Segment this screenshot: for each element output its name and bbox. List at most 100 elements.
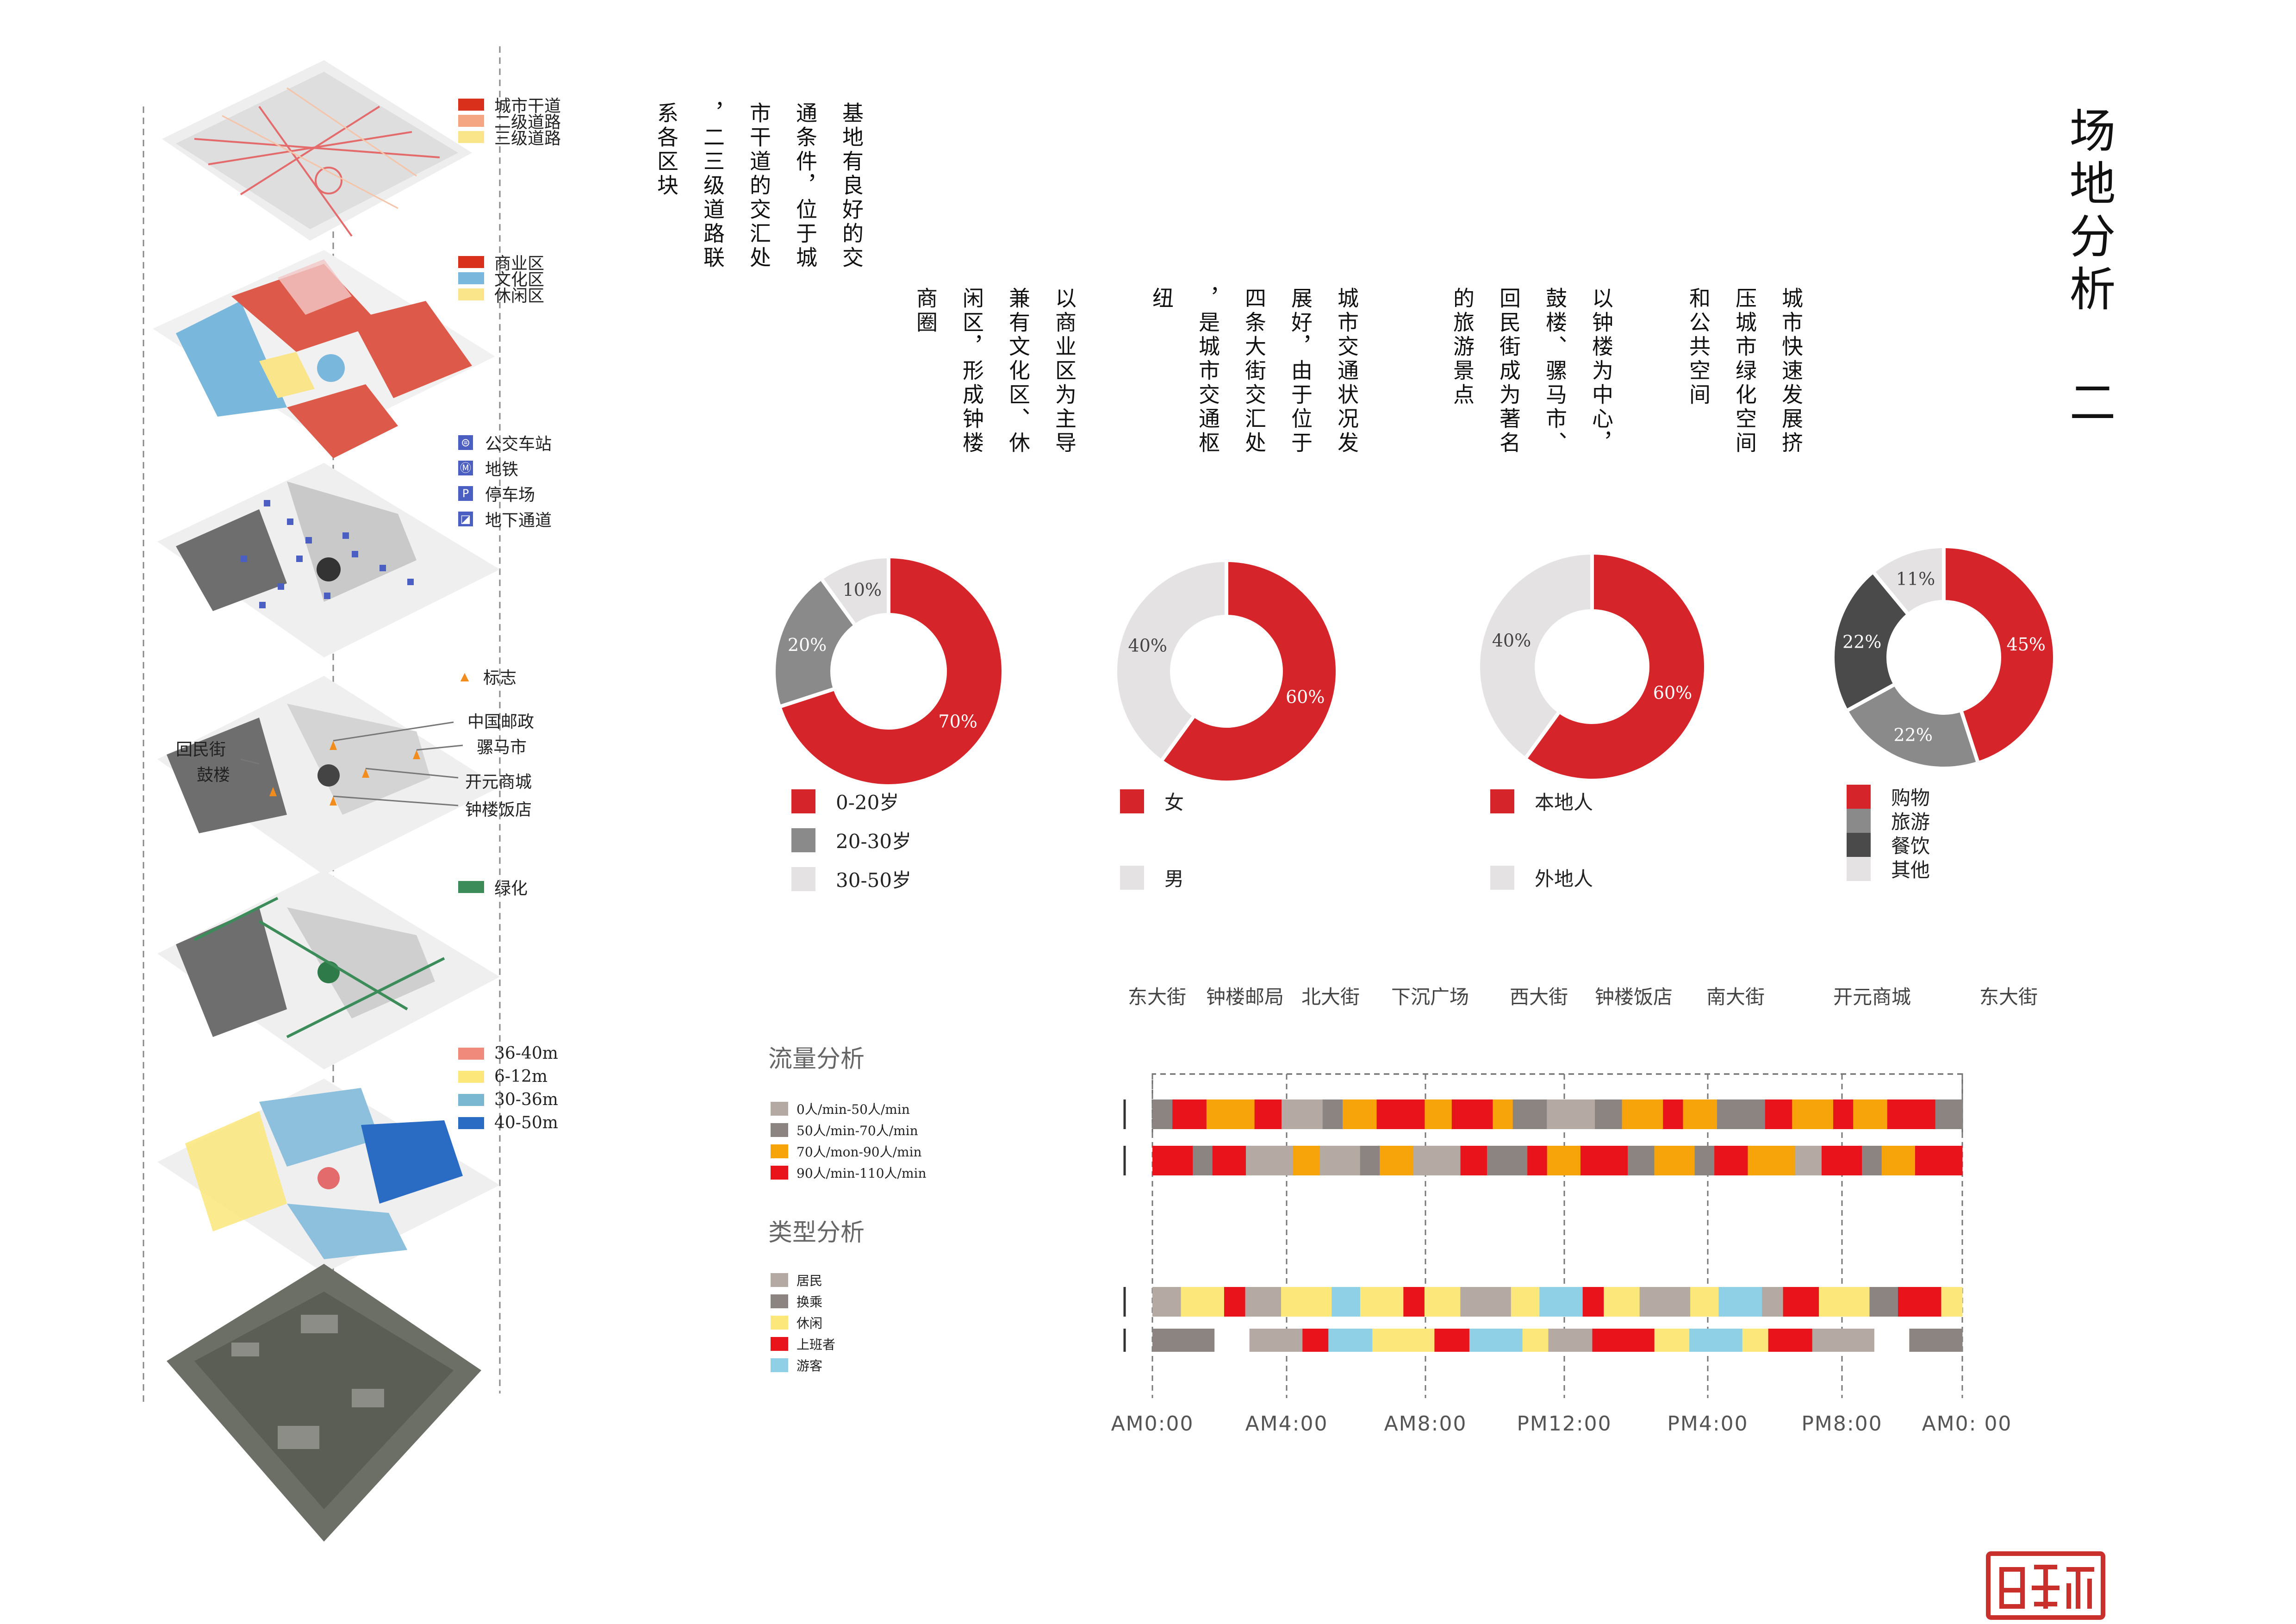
timeline-segment [1718,1287,1762,1317]
legend-item: 休闲 [771,1313,822,1332]
timeline-segment [1639,1287,1691,1317]
legend-label: 30-36m [494,1090,558,1109]
layer-heights [157,1079,500,1273]
timeline-segment [1941,1287,1963,1317]
legend-label: 游客 [796,1358,823,1374]
legend-item: 商业区 [458,250,544,274]
legend-swatch [791,789,815,813]
timeline-segment [1622,1099,1663,1129]
legend-label: 休闲区 [494,287,545,306]
street-label: 东大街 [1127,986,1187,1008]
text-site-traffic: 基地有良好的交 通条件，位于城 市干道的交汇处 ，二三级道路联 系各区块 [643,102,875,343]
text-column-line: 回民街成为著名 [1496,287,1521,456]
text-column-line: ，是城市交通枢 [1195,287,1220,456]
legend-item: 游客 [771,1356,822,1374]
street-label: 开元商城 [1833,986,1911,1008]
callout-huimin-street: 回民街 [176,740,226,759]
timeline-chart [1123,1073,1963,1398]
legend-swatch [1120,865,1144,890]
layer-greenery [157,870,500,1069]
timeline-segment [1328,1329,1373,1352]
legend-item: ▲ 标志 [458,664,516,688]
legend-item: 6-12m [458,1067,548,1086]
legend-item: 70人/mon-90人/min [771,1142,922,1161]
legend-label: 居民 [796,1273,823,1288]
legend-swatch [458,881,484,893]
timeline-segment [1212,1146,1246,1175]
layer-zones [153,250,495,458]
timeline-segment [1372,1329,1435,1352]
legend-label: 城市干道 [494,97,561,116]
legend-swatch [771,1358,788,1372]
timeline-segment [1224,1287,1246,1317]
legend-item: P 停车场 [458,481,535,506]
timeline-segment [1181,1287,1225,1317]
legend-label: 公交车站 [485,435,552,454]
legend-item: 上班者 [771,1335,835,1353]
timeline-segment [1853,1099,1888,1129]
timeline-segment [1539,1287,1583,1317]
text-column-line: 基地有良好的交 [839,102,864,270]
legend-item: 30-36m [458,1090,558,1109]
donut-legend-item: 20-30岁 [791,826,911,854]
stack-guide-lines [143,46,501,1403]
page-title: 场地分析 二 [2061,106,2116,431]
legend-swatch [458,1117,484,1129]
donut-legend-item: 女 [1120,787,1184,815]
legend-item: 绿化 [458,875,528,899]
text-column-line: 的旅游景点 [1450,287,1475,407]
legend-swatch [458,1093,484,1106]
donut-legend-item: 本地人 [1490,787,1593,815]
legend-label: 40-50m [494,1113,558,1132]
legend-swatch [458,1070,484,1083]
timeline-segment [1821,1146,1862,1175]
legend-swatch [791,867,815,891]
text-column-line: 通条件，位于城 [793,102,818,270]
timeline-segment [1281,1287,1332,1317]
text-commercial: 以商业区为主导 兼有文化区、休 闲区，形成钟楼 商圈 [902,287,1088,528]
timeline-segment [1487,1146,1528,1175]
timeline-segment [1360,1287,1404,1317]
timeline-segment [1460,1146,1487,1175]
timeline-segment [1654,1146,1695,1175]
legend-label: 地铁 [485,460,519,479]
donut-legend-item: 餐饮 [1847,831,1930,859]
street-label: 东大街 [1979,986,2038,1008]
timeline-segment [1254,1099,1282,1129]
timeline-segment [1246,1146,1294,1175]
timeline-segment [1512,1099,1547,1129]
underpass-icon: ◪ [458,512,473,526]
legend-swatch [791,828,815,852]
layer-transit [157,463,500,657]
street-label: 北大街 [1301,986,1360,1008]
text-column-line: 和公共空间 [1686,287,1711,407]
timeline-segment [1765,1099,1792,1129]
donut-legend-item: 30-50岁 [791,865,911,893]
timeline-segment [1898,1287,1941,1317]
legend-label: 绿化 [494,879,528,898]
subway-icon: Ⓜ [458,461,473,475]
type-analysis-title: 类型分析 [768,1219,865,1247]
timeline-segment [1714,1146,1748,1175]
timeline-segment [1869,1287,1898,1317]
legend-swatch [771,1316,788,1330]
timeline-segment [1935,1099,1963,1129]
timeline-segment [1380,1146,1413,1175]
time-label: AM0:00 [1111,1412,1194,1436]
legend-swatch [458,1047,484,1060]
legend-label: 餐饮 [1891,835,1930,857]
legend-swatch [771,1102,788,1116]
timeline-segment [1748,1146,1796,1175]
text-column-line: 以商业区为主导 [1052,287,1077,456]
timeline-segment [1424,1287,1461,1317]
donut-legend-item: 购物 [1847,782,1930,811]
timeline-segment [1812,1329,1875,1352]
legend-swatch [1847,856,1871,881]
legend-label: 男 [1164,868,1184,890]
legend-swatch [1490,865,1514,890]
timeline-segment [1628,1146,1655,1175]
layer-landmarks [157,676,500,875]
text-column-line: 压城市绿化空间 [1732,287,1757,456]
timeline-segment [1460,1287,1512,1317]
